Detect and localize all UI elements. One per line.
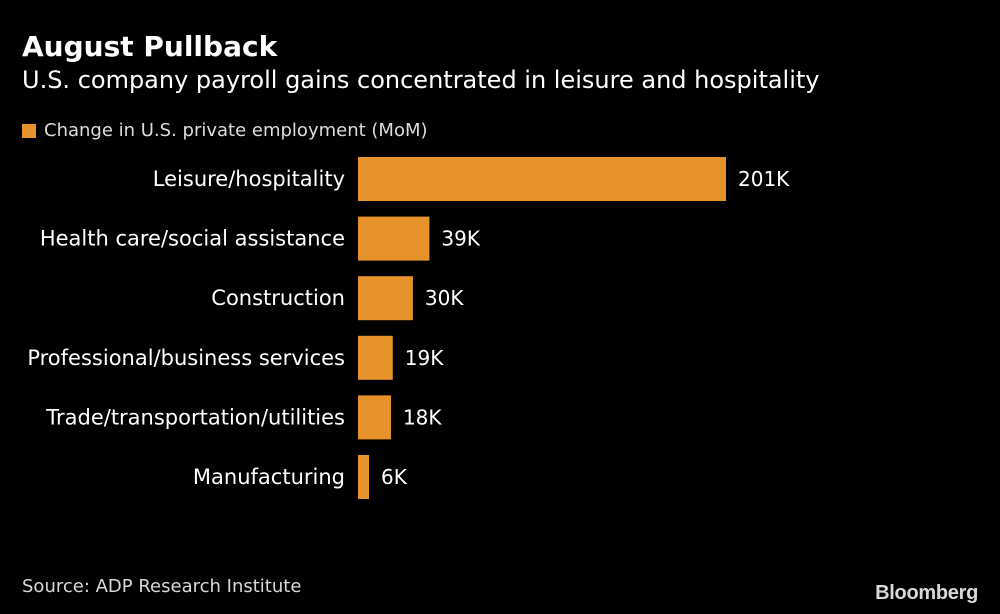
chart-title: August Pullback bbox=[22, 30, 278, 63]
category-label: Health care/social assistance bbox=[40, 227, 345, 251]
bar bbox=[358, 335, 393, 380]
legend-swatch bbox=[22, 123, 36, 138]
bar bbox=[358, 455, 369, 499]
legend: Change in U.S. private employment (MoM) bbox=[22, 120, 428, 141]
value-label: 19K bbox=[405, 346, 444, 370]
category-label: Professional/business services bbox=[27, 346, 345, 370]
chart-subtitle: U.S. company payroll gains concentrated … bbox=[22, 66, 820, 94]
value-label: 18K bbox=[403, 405, 442, 429]
value-label: 30K bbox=[425, 286, 464, 310]
category-label: Manufacturing bbox=[193, 465, 345, 489]
category-label: Construction bbox=[211, 286, 345, 310]
bar bbox=[358, 157, 726, 201]
legend-label: Change in U.S. private employment (MoM) bbox=[44, 120, 428, 141]
bar bbox=[358, 276, 413, 321]
bloomberg-logo: Bloomberg bbox=[875, 582, 978, 604]
category-label: Trade/transportation/utilities bbox=[45, 405, 345, 429]
bar bbox=[358, 216, 430, 261]
value-label: 201K bbox=[738, 167, 790, 191]
bar bbox=[358, 395, 391, 440]
category-label: Leisure/hospitality bbox=[153, 167, 345, 191]
source-note: Source: ADP Research Institute bbox=[22, 576, 302, 597]
value-label: 39K bbox=[441, 227, 480, 251]
value-label: 6K bbox=[381, 465, 408, 489]
